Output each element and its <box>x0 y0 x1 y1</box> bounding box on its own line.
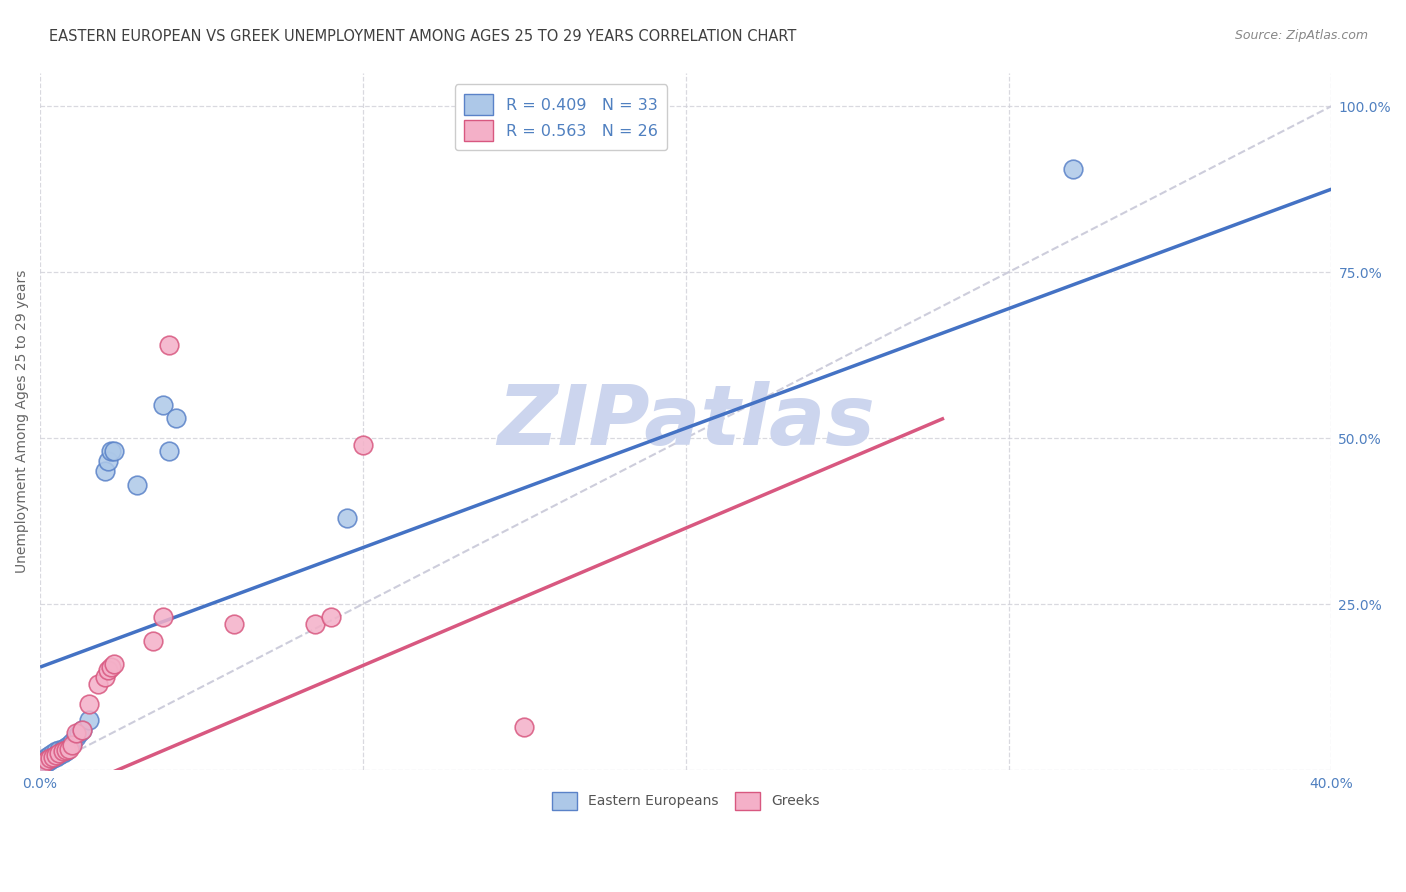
Point <box>48 743 70 757</box>
Point <box>45 749 67 764</box>
Point <box>70 723 93 738</box>
Point <box>60 738 83 752</box>
Point <box>1062 162 1084 177</box>
Point <box>319 610 342 624</box>
Point <box>65 730 87 744</box>
Point <box>142 633 165 648</box>
Point <box>125 477 148 491</box>
Point <box>77 713 100 727</box>
Point <box>97 454 120 468</box>
Point <box>42 751 65 765</box>
Point <box>52 744 75 758</box>
Point <box>32 756 55 771</box>
Point <box>70 723 93 738</box>
Point <box>60 735 83 749</box>
Y-axis label: Unemployment Among Ages 25 to 29 years: Unemployment Among Ages 25 to 29 years <box>15 269 30 574</box>
Point <box>35 753 58 767</box>
Point <box>103 657 125 671</box>
Point <box>55 739 77 754</box>
Point <box>513 720 536 734</box>
Text: Source: ZipAtlas.com: Source: ZipAtlas.com <box>1234 29 1368 42</box>
Point <box>100 444 122 458</box>
Point <box>35 749 58 764</box>
Point <box>336 510 359 524</box>
Text: ZIPatlas: ZIPatlas <box>496 381 875 462</box>
Point <box>97 664 120 678</box>
Point <box>93 670 115 684</box>
Point <box>38 748 60 763</box>
Point <box>60 736 83 750</box>
Text: EASTERN EUROPEAN VS GREEK UNEMPLOYMENT AMONG AGES 25 TO 29 YEARS CORRELATION CHA: EASTERN EUROPEAN VS GREEK UNEMPLOYMENT A… <box>49 29 797 44</box>
Point <box>157 444 180 458</box>
Point <box>38 751 60 765</box>
Point <box>42 749 65 764</box>
Point <box>77 697 100 711</box>
Point <box>93 464 115 478</box>
Point <box>65 726 87 740</box>
Point <box>32 756 55 771</box>
Point <box>55 744 77 758</box>
Point <box>32 753 55 767</box>
Point <box>35 755 58 769</box>
Point <box>103 444 125 458</box>
Point <box>55 743 77 757</box>
Point <box>58 741 80 756</box>
Point <box>45 748 67 763</box>
Point <box>42 747 65 761</box>
Point <box>87 676 110 690</box>
Point <box>157 338 180 352</box>
Point <box>152 610 174 624</box>
Point <box>48 748 70 763</box>
Point <box>222 616 245 631</box>
Point <box>100 660 122 674</box>
Point <box>48 747 70 761</box>
Point <box>38 753 60 767</box>
Legend: Eastern Europeans, Greeks: Eastern Europeans, Greeks <box>547 787 825 815</box>
Point <box>45 744 67 758</box>
Point <box>152 398 174 412</box>
Point <box>304 616 326 631</box>
Point <box>165 411 187 425</box>
Point <box>52 747 75 761</box>
Point <box>52 741 75 756</box>
Point <box>58 738 80 752</box>
Point <box>352 438 374 452</box>
Point <box>67 726 90 740</box>
